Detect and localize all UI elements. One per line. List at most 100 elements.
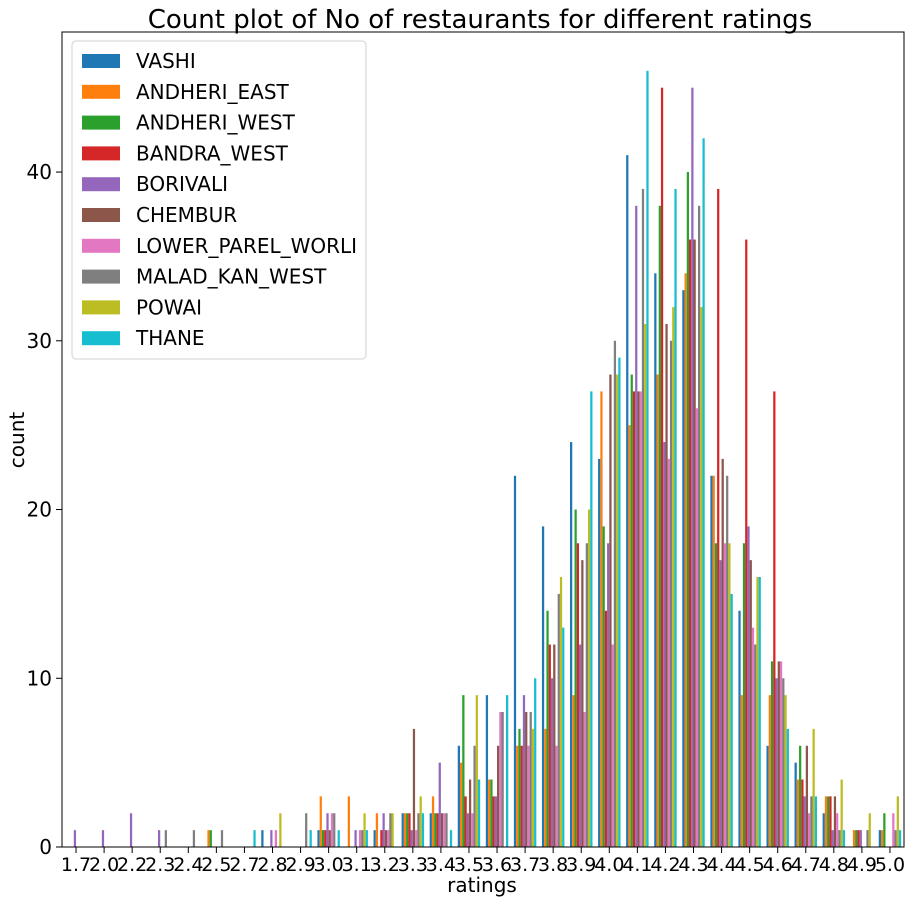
x-tick-label: 4.6: [763, 854, 793, 876]
bar: [738, 610, 741, 847]
bar: [434, 813, 437, 847]
bar: [192, 830, 196, 847]
legend-label: MALAD_KAN_WEST: [136, 265, 327, 289]
legend-swatch: [82, 177, 120, 192]
x-tick-label: 3.3: [398, 854, 428, 876]
bar: [557, 593, 560, 847]
bar: [782, 678, 785, 847]
bar: [382, 813, 385, 847]
bar: [654, 273, 657, 847]
legend-label: BORIVALI: [136, 172, 228, 196]
x-tick-label: 4.9: [847, 854, 877, 876]
x-tick-label: 2.7: [229, 854, 259, 876]
bar: [626, 155, 629, 847]
bar: [572, 695, 575, 847]
bar: [728, 543, 731, 847]
bar: [618, 357, 621, 847]
bar: [531, 728, 535, 847]
bar: [695, 408, 698, 847]
bar: [600, 391, 603, 847]
bar: [330, 813, 334, 847]
bar: [842, 830, 846, 847]
bar: [616, 374, 619, 847]
bar: [157, 830, 161, 847]
bar: [602, 526, 605, 847]
bar: [525, 712, 528, 847]
bar: [164, 830, 167, 847]
bar: [794, 762, 797, 847]
bar: [270, 830, 273, 847]
bar: [583, 712, 586, 847]
bar: [700, 307, 703, 847]
bar: [730, 593, 733, 847]
bar: [773, 391, 776, 847]
legend-label: ANDHERI_EAST: [136, 80, 290, 104]
bar: [274, 830, 277, 847]
legend-label: LOWER_PAREL_WORLI: [136, 234, 357, 258]
bar: [824, 796, 828, 847]
bar: [644, 323, 647, 847]
bar: [770, 661, 774, 847]
bar: [609, 374, 612, 847]
x-tick-label: 3.4: [426, 854, 456, 876]
bar: [468, 779, 472, 847]
bar: [607, 543, 610, 847]
bar: [506, 695, 509, 847]
x-tick-label: 2.2: [117, 854, 147, 876]
x-tick-label: 4.1: [622, 854, 652, 876]
bar: [471, 813, 474, 847]
bar: [220, 830, 224, 847]
legend-swatch: [82, 208, 120, 222]
legend-swatch: [82, 300, 120, 315]
x-tick-label: 2.0: [89, 854, 119, 876]
bar: [363, 813, 366, 847]
bar: [855, 830, 858, 847]
bar: [604, 610, 608, 847]
bar: [630, 374, 633, 847]
bar: [522, 695, 526, 847]
bar: [333, 813, 336, 847]
bar: [436, 813, 439, 847]
bar: [754, 644, 757, 847]
bar: [894, 830, 897, 847]
bar: [73, 830, 77, 847]
bar: [279, 813, 282, 847]
bar: [749, 560, 752, 847]
bar: [534, 678, 537, 847]
bar: [766, 745, 769, 847]
bar: [406, 813, 409, 847]
x-tick-label: 4.3: [678, 854, 708, 876]
bar: [490, 779, 493, 847]
bar: [635, 205, 638, 848]
bar: [410, 830, 413, 847]
bar: [550, 678, 554, 847]
bar: [641, 188, 645, 847]
bar: [656, 374, 659, 847]
bar: [836, 813, 839, 847]
bar: [691, 87, 694, 848]
bar: [866, 830, 869, 847]
bar: [321, 830, 325, 847]
bar: [883, 813, 886, 847]
bar: [555, 745, 558, 847]
bar: [408, 813, 411, 847]
bar: [868, 813, 871, 847]
bars: [73, 70, 902, 848]
x-tick-label: 3.5: [454, 854, 484, 876]
bar: [384, 830, 388, 847]
bar: [466, 813, 469, 847]
bar: [309, 830, 312, 847]
bar: [665, 323, 668, 847]
bar: [319, 796, 322, 847]
bar: [758, 577, 761, 847]
bar: [497, 745, 500, 847]
bar: [337, 830, 340, 847]
bar: [892, 813, 895, 847]
bar: [347, 796, 350, 847]
bar: [777, 661, 780, 847]
bar: [637, 391, 640, 847]
bar: [840, 779, 843, 847]
y-axis-ticks: 0 10 20 30 40: [27, 160, 62, 859]
legend-label: CHEMBUR: [136, 203, 237, 227]
